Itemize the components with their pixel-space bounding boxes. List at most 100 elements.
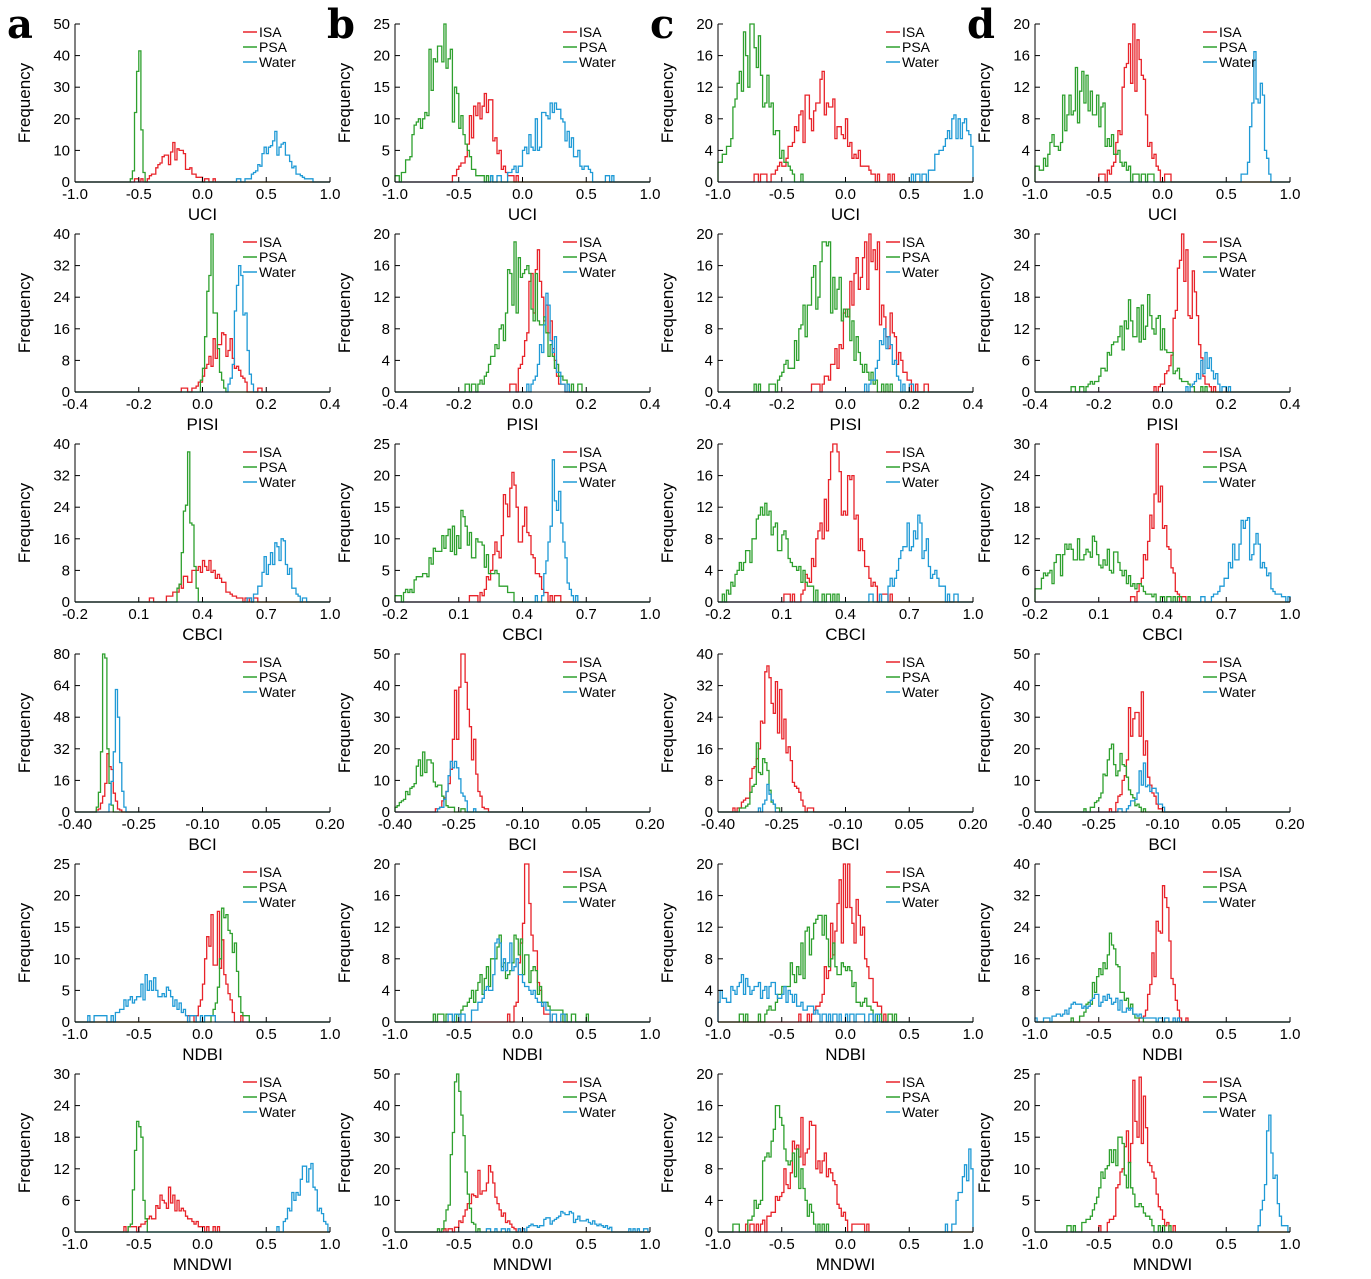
y-tick-label: 20 xyxy=(373,1161,390,1178)
legend-label-isa: ISA xyxy=(259,1074,282,1090)
x-tick-label: -0.2 xyxy=(382,606,408,623)
y-axis-label: Frequency xyxy=(15,482,34,563)
panel-b-ndbi: -1.0 -0.5 0.0 0.5 1.0 0 4 8 12 16 20 NDBI Frequency I… xyxy=(335,856,660,1064)
y-tick-label: 40 xyxy=(373,1098,390,1115)
x-tick-label: 0.2 xyxy=(576,396,597,413)
legend-label-isa: ISA xyxy=(579,234,602,250)
y-tick-label: 40 xyxy=(53,226,70,243)
x-tick-label: 0.0 xyxy=(512,186,533,203)
histogram-psa xyxy=(75,233,330,393)
x-tick-label: 0.0 xyxy=(192,1236,213,1253)
y-tick-label: 8 xyxy=(62,352,70,369)
x-tick-label: 0.5 xyxy=(1216,1236,1237,1253)
y-axis-label: Frequency xyxy=(658,902,677,983)
legend-label-psa: PSA xyxy=(902,669,931,685)
histogram-water xyxy=(75,130,330,183)
x-tick-label: 0.1 xyxy=(128,606,149,623)
panel-a-ndbi: -1.0 -0.5 0.0 0.5 1.0 0 5 10 15 20 25 NDBI Frequency… xyxy=(15,856,340,1064)
y-tick-label: 0 xyxy=(1022,1224,1030,1241)
y-tick-label: 0 xyxy=(382,174,390,191)
legend-label-isa: ISA xyxy=(259,864,282,880)
histogram-isa xyxy=(395,653,650,813)
panel-a-cbci: -0.2 0.1 0.4 0.7 1.0 0 8 16 24 32 40 CBCI Frequency I… xyxy=(15,436,340,644)
x-axis-label: BCI xyxy=(831,835,859,854)
x-tick-label: -1.0 xyxy=(1022,1236,1048,1253)
legend-label-isa: ISA xyxy=(1219,654,1242,670)
legend-label-water: Water xyxy=(579,894,616,910)
x-tick-label: -0.10 xyxy=(1145,816,1179,833)
x-tick-label: -0.4 xyxy=(382,396,408,413)
legend-label-psa: PSA xyxy=(579,879,608,895)
x-tick-label: 0.0 xyxy=(1152,186,1173,203)
legend-label-isa: ISA xyxy=(1219,234,1242,250)
y-tick-label: 20 xyxy=(53,888,70,905)
y-tick-label: 16 xyxy=(696,48,713,65)
legend-label-isa: ISA xyxy=(579,654,602,670)
y-tick-label: 20 xyxy=(53,111,70,128)
y-tick-label: 12 xyxy=(1013,79,1030,96)
y-tick-label: 20 xyxy=(1013,16,1030,33)
y-tick-label: 0 xyxy=(705,1224,713,1241)
panel-b-mndwi: -1.0 -0.5 0.0 0.5 1.0 0 10 20 30 40 50 MNDWI Frequen… xyxy=(335,1066,660,1274)
x-tick-label: 0.4 xyxy=(1280,396,1301,413)
legend-label-psa: PSA xyxy=(1219,39,1248,55)
panel-c-bci: -0.40 -0.25 -0.10 0.05 0.20 0 8 16 24 32 40 BCI Freq… xyxy=(658,646,988,854)
x-tick-label: -0.2 xyxy=(446,396,472,413)
x-tick-label: 0.0 xyxy=(1152,1236,1173,1253)
panel-a-pisi: -0.4 -0.2 0.0 0.2 0.4 0 8 16 24 32 40 PISI Frequency… xyxy=(15,226,340,434)
x-axis-label: NDBI xyxy=(1142,1045,1183,1064)
x-tick-label: 0.4 xyxy=(835,606,856,623)
x-tick-label: -0.2 xyxy=(705,606,731,623)
y-axis-label: Frequency xyxy=(658,482,677,563)
x-tick-label: -0.4 xyxy=(1022,396,1048,413)
x-tick-label: -1.0 xyxy=(705,186,731,203)
y-tick-label: 12 xyxy=(373,289,390,306)
y-tick-label: 20 xyxy=(696,226,713,243)
x-tick-label: -0.5 xyxy=(769,1026,795,1043)
x-tick-label: 0.0 xyxy=(512,396,533,413)
legend-label-psa: PSA xyxy=(579,249,608,265)
y-tick-label: 8 xyxy=(705,531,713,548)
y-tick-label: 10 xyxy=(53,951,70,968)
y-tick-label: 15 xyxy=(1013,1129,1030,1146)
legend-label-psa: PSA xyxy=(1219,249,1248,265)
histogram-water xyxy=(1035,762,1290,813)
y-tick-label: 40 xyxy=(373,678,390,695)
x-tick-label: -0.25 xyxy=(1082,816,1116,833)
y-tick-label: 8 xyxy=(705,772,713,789)
x-axis-label: PISI xyxy=(506,415,538,434)
x-tick-label: -1.0 xyxy=(62,186,88,203)
x-tick-label: 0.20 xyxy=(315,816,344,833)
x-tick-label: 0.4 xyxy=(320,396,341,413)
histogram-isa xyxy=(718,1116,973,1233)
y-axis-label: Frequency xyxy=(335,1112,354,1193)
x-tick-label: -0.40 xyxy=(1018,816,1052,833)
x-tick-label: 1.0 xyxy=(640,186,661,203)
x-tick-label: 0.4 xyxy=(640,396,661,413)
x-tick-label: 0.05 xyxy=(895,816,924,833)
y-tick-label: 32 xyxy=(696,678,713,695)
histogram-psa xyxy=(718,502,973,603)
y-tick-label: 40 xyxy=(53,48,70,65)
histogram-psa xyxy=(75,907,330,1023)
x-tick-label: -1.0 xyxy=(1022,186,1048,203)
x-axis-label: NDBI xyxy=(182,1045,223,1064)
histogram-psa xyxy=(718,914,973,1023)
x-tick-label: 0.1 xyxy=(1088,606,1109,623)
x-tick-label: -1.0 xyxy=(705,1236,731,1253)
x-tick-label: 1.0 xyxy=(320,1026,341,1043)
x-tick-label: 0.1 xyxy=(771,606,792,623)
y-tick-label: 12 xyxy=(1013,321,1030,338)
x-tick-label: -0.5 xyxy=(126,1026,152,1043)
legend-label-isa: ISA xyxy=(259,654,282,670)
histogram-psa xyxy=(394,751,650,813)
histogram-isa xyxy=(75,910,330,1023)
y-tick-label: 0 xyxy=(1022,384,1030,401)
column-letter-b: b xyxy=(327,1,355,48)
histogram-isa xyxy=(395,1164,650,1233)
y-tick-label: 24 xyxy=(1013,258,1030,275)
y-tick-label: 25 xyxy=(53,856,70,873)
x-tick-label: 0.5 xyxy=(576,1026,597,1043)
histogram-psa xyxy=(1035,293,1290,393)
y-tick-label: 4 xyxy=(705,352,713,369)
